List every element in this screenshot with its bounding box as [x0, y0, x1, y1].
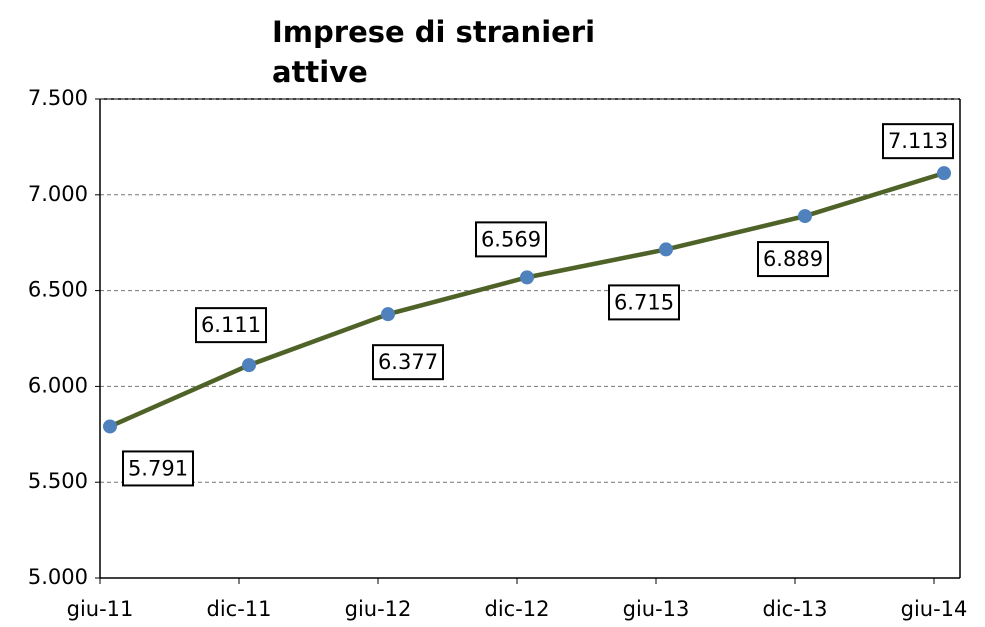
- data-label-box: [475, 221, 547, 258]
- data-label: 6.569: [481, 227, 541, 251]
- data-label: 6.111: [201, 313, 261, 337]
- data-label-box: [757, 241, 829, 278]
- data-label-box: [882, 123, 954, 160]
- y-tick-label: 7.000: [28, 182, 88, 206]
- y-tick-label: 5.500: [28, 469, 88, 493]
- marker: [798, 209, 812, 224]
- x-tick-label: giu-14: [901, 597, 968, 621]
- data-label-box: [372, 344, 444, 381]
- x-tick-label: dic-11: [206, 597, 271, 621]
- x-tick-label: giu-12: [345, 597, 412, 621]
- line: [109, 170, 945, 429]
- data-label: 6.715: [614, 290, 674, 314]
- data-label: 6.377: [378, 350, 438, 374]
- y-tick-label: 7.500: [28, 86, 88, 110]
- x-tick-label: dic-13: [762, 597, 827, 621]
- x-tick-label: giu-13: [623, 597, 690, 621]
- data-label: 6.889: [763, 247, 823, 271]
- data-label-box: [195, 307, 267, 344]
- data-label: 7.113: [888, 129, 948, 153]
- marker: [242, 358, 256, 373]
- x-tick-label: giu-11: [67, 597, 134, 621]
- y-tick-label: 6.000: [28, 373, 88, 397]
- y-tick-label: 5.000: [28, 565, 88, 589]
- y-tick-label: 6.500: [28, 278, 88, 302]
- data-label-box: [122, 450, 194, 487]
- data-label-box: [608, 284, 680, 321]
- marker: [937, 166, 951, 181]
- x-tick-label: dic-12: [484, 597, 549, 621]
- marker: [520, 270, 534, 285]
- marker: [103, 419, 117, 434]
- chart-title: Imprese di stranieri attive: [272, 15, 596, 89]
- marker: [381, 307, 395, 322]
- marker: [659, 242, 673, 257]
- data-label: 5.791: [128, 456, 188, 480]
